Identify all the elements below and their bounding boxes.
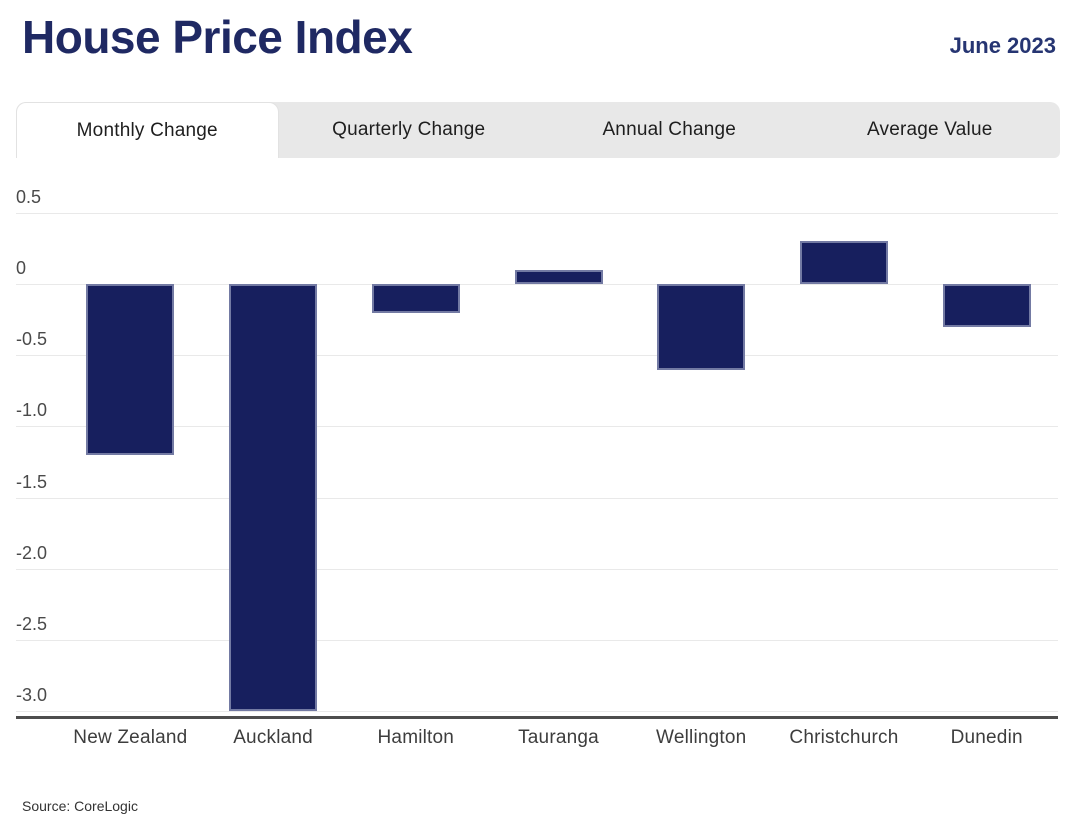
x-axis-label-new-zealand: New Zealand — [73, 727, 188, 748]
bar-dunedin — [942, 284, 1031, 327]
tab-bar: Monthly Change Quarterly Change Annual C… — [16, 102, 1060, 158]
tab-monthly-change[interactable]: Monthly Change — [16, 102, 279, 158]
x-axis-label-hamilton: Hamilton — [377, 727, 455, 748]
tab-quarterly-change[interactable]: Quarterly Change — [332, 119, 486, 140]
y-axis-tick-label: -2.0 — [16, 542, 48, 563]
gridline — [16, 355, 1058, 357]
x-axis-labels: New Zealand Auckland Hamilton Tauranga Welli… — [59, 727, 1058, 749]
bar-column-christchurch — [773, 170, 916, 717]
x-axis-label-christchurch: Christchurch — [789, 727, 899, 748]
y-axis-tick-label: -1.5 — [16, 471, 48, 492]
x-axis-label-tauranga: Tauranga — [518, 727, 599, 748]
bar-column-tauranga — [487, 170, 630, 717]
bar-new-zealand — [86, 284, 175, 455]
y-axis-tick-label: -2.5 — [16, 614, 48, 635]
bar-wellington — [657, 284, 746, 370]
bar-chart: 0.5 0 -0.5 -1.0 -1.5 -2.0 -2.5 -3.0 — [0, 170, 1080, 719]
gridline — [16, 568, 1058, 570]
report-date: June 2023 — [949, 33, 1056, 58]
bar-tauranga — [514, 269, 603, 284]
x-axis-label-auckland: Auckland — [233, 727, 313, 748]
tab-annual-change[interactable]: Annual Change — [602, 119, 737, 140]
x-axis-line — [16, 716, 1058, 719]
y-axis-tick-label: -3.0 — [16, 685, 48, 706]
bar-auckland — [229, 284, 318, 712]
x-axis-label-dunedin: Dunedin — [950, 727, 1023, 748]
y-axis-tick-label: 0 — [16, 258, 27, 278]
gridline — [16, 426, 1058, 428]
gridline — [16, 284, 1058, 285]
bar-hamilton — [371, 284, 460, 313]
y-axis-tick-label: 0.5 — [16, 186, 42, 207]
source-caption: Source: CoreLogic — [22, 798, 138, 814]
gridline — [16, 640, 1058, 642]
tab-average-value[interactable]: Average Value — [867, 119, 993, 140]
bar-column-new-zealand — [59, 170, 202, 717]
x-axis-label-wellington: Wellington — [656, 727, 747, 748]
gridline — [16, 497, 1058, 499]
bar-column-dunedin — [915, 170, 1058, 717]
y-axis-tick-label: -1.0 — [16, 400, 48, 421]
y-axis-tick-label: -0.5 — [16, 329, 48, 350]
bar-column-auckland — [202, 170, 345, 717]
gridline — [16, 711, 1058, 713]
bar-column-wellington — [630, 170, 773, 717]
page-title: House Price Index — [22, 11, 413, 63]
bar-christchurch — [799, 241, 888, 284]
bar-column-hamilton — [344, 170, 487, 717]
bars-layer — [59, 170, 1058, 717]
gridline — [16, 212, 1058, 214]
